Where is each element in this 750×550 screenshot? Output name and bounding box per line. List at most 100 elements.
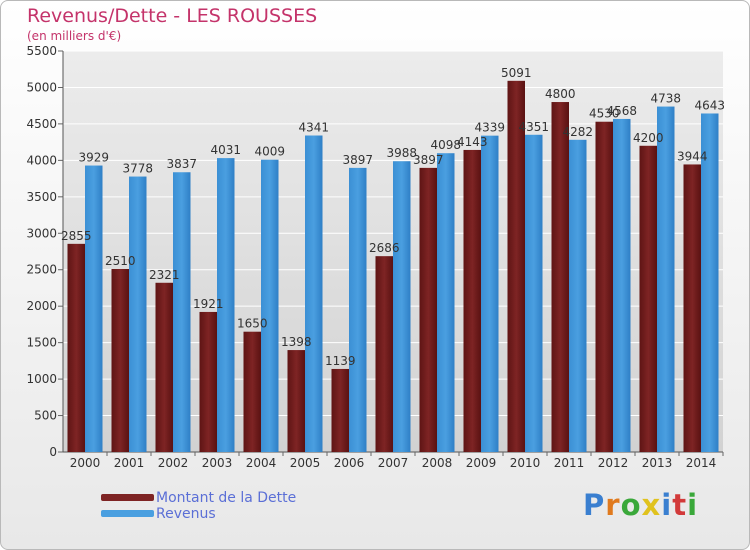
y-tick-label: 3000: [26, 226, 57, 240]
value-label-dette: 1398: [281, 335, 312, 349]
bar-revenus: [173, 172, 191, 453]
x-tick-label: 2012: [598, 456, 629, 470]
bar-dette: [639, 145, 657, 453]
value-label-revenus: 4351: [518, 120, 549, 134]
x-tick-label: 2010: [510, 456, 541, 470]
chart-title: Revenus/Dette - LES ROUSSES: [27, 5, 318, 27]
bar-revenus: [437, 153, 455, 452]
bar-revenus: [525, 134, 543, 452]
x-tick-label: 2002: [158, 456, 189, 470]
value-label-revenus: 4738: [650, 92, 681, 106]
x-tick-label: 2013: [642, 456, 673, 470]
value-label-revenus: 3837: [166, 157, 197, 171]
bar-dette: [67, 243, 85, 452]
legend-label-dette: Montant de la Dette: [156, 489, 297, 506]
y-tick-label: 2000: [26, 299, 57, 313]
y-tick-label: 5500: [26, 44, 57, 58]
value-label-revenus: 4009: [254, 145, 285, 159]
value-label-revenus: 4341: [298, 121, 329, 135]
bar-revenus: [85, 165, 103, 453]
y-tick-label: 5000: [26, 80, 57, 94]
chart-subtitle: (en milliers d'€): [27, 29, 122, 43]
value-label-revenus: 3929: [78, 151, 109, 165]
value-label-dette: 4143: [457, 135, 488, 149]
y-tick-label: 1000: [26, 372, 57, 386]
bar-revenus: [305, 135, 323, 452]
y-tick-label: 4000: [26, 153, 57, 167]
legend-item-dette: Montant de la Dette: [101, 487, 296, 506]
value-label-dette: 3944: [677, 149, 708, 163]
x-tick-label: 2008: [422, 456, 453, 470]
value-label-dette: 4800: [545, 87, 576, 101]
y-tick-label: 500: [34, 409, 57, 423]
value-label-revenus: 3778: [122, 162, 153, 176]
bar-revenus: [393, 161, 411, 453]
legend-item-revenus: Revenus: [101, 503, 296, 522]
bar-dette: [199, 311, 217, 452]
y-tick-label: 4500: [26, 117, 57, 131]
value-label-dette: 4200: [633, 131, 664, 145]
logo-letter: x: [641, 488, 662, 522]
logo-letter: i: [687, 488, 699, 522]
x-tick-label: 2007: [378, 456, 409, 470]
logo-letter: r: [605, 488, 621, 522]
x-tick-label: 2009: [466, 456, 497, 470]
bar-revenus: [701, 113, 719, 452]
value-label-revenus: 4031: [210, 143, 241, 157]
x-tick-label: 2006: [334, 456, 365, 470]
value-label-dette: 2510: [105, 254, 136, 268]
bar-revenus: [349, 167, 367, 452]
value-label-dette: 1139: [325, 354, 356, 368]
value-label-dette: 2321: [149, 268, 180, 282]
bar-revenus: [217, 158, 235, 452]
y-tick-label: 2500: [26, 263, 57, 277]
bar-revenus: [657, 106, 675, 452]
logo-letter: t: [672, 488, 688, 522]
bar-revenus: [481, 135, 499, 452]
value-label-revenus: 4282: [562, 125, 593, 139]
value-label-dette: 4530: [589, 107, 620, 121]
logo-letter: i: [661, 488, 673, 522]
value-label-revenus: 3988: [386, 146, 417, 160]
value-label-revenus: 4098: [430, 138, 461, 152]
value-label-revenus: 4339: [474, 121, 505, 135]
value-label-dette: 1921: [193, 297, 224, 311]
y-tick-label: 0: [49, 445, 57, 459]
bar-dette: [507, 80, 525, 452]
bar-dette: [595, 121, 613, 453]
x-tick-label: 2000: [70, 456, 101, 470]
value-label-dette: 5091: [501, 66, 532, 80]
bar-revenus: [261, 159, 279, 452]
bar-revenus: [569, 139, 587, 452]
value-label-dette: 2686: [369, 241, 400, 255]
bar-dette: [155, 282, 173, 452]
value-label-dette: 3897: [413, 153, 444, 167]
bar-dette: [243, 331, 261, 452]
bar-dette: [331, 368, 349, 452]
bar-dette: [551, 102, 569, 452]
value-label-revenus: 4568: [606, 104, 637, 118]
bar-dette: [111, 268, 129, 452]
x-tick-label: 2001: [114, 456, 145, 470]
value-label-revenus: 4643: [694, 98, 725, 112]
legend-label-revenus: Revenus: [156, 505, 216, 522]
bar-dette: [419, 167, 437, 452]
value-label-dette: 2855: [61, 229, 92, 243]
bar-revenus: [129, 176, 147, 453]
x-tick-label: 2005: [290, 456, 321, 470]
bar-dette: [683, 164, 701, 453]
x-tick-label: 2014: [686, 456, 717, 470]
bar-dette: [463, 149, 481, 453]
y-tick-label: 3500: [26, 190, 57, 204]
value-label-revenus: 3897: [342, 153, 373, 167]
legend-swatch-revenus: [101, 510, 154, 517]
legend-swatch-dette: [101, 494, 154, 501]
bar-dette: [287, 350, 305, 452]
bar-dette: [375, 256, 393, 452]
bar-revenus: [613, 118, 631, 453]
legend: Montant de la Dette Revenus: [101, 487, 296, 522]
logo-letter: P: [583, 488, 606, 522]
x-tick-label: 2011: [554, 456, 585, 470]
